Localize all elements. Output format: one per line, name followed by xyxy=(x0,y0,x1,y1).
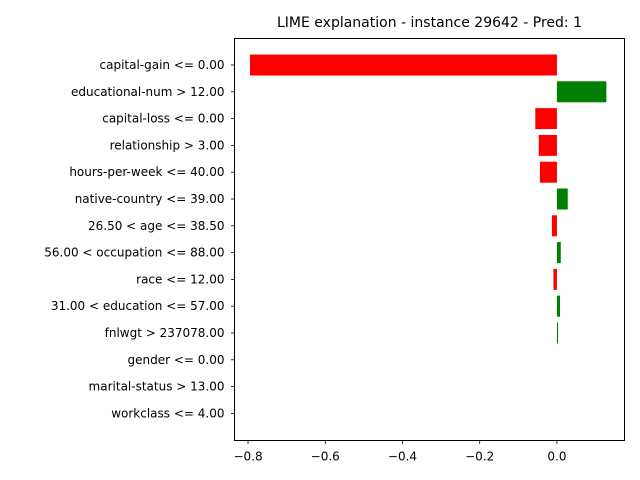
bar xyxy=(249,54,557,76)
y-tick-label: 31.00 < education <= 57.00 xyxy=(51,299,225,313)
y-tick-label: native-country <= 39.00 xyxy=(75,192,225,206)
y-tick-label: fnlwgt > 237078.00 xyxy=(105,326,225,340)
y-tick-label: educational-num > 12.00 xyxy=(71,85,225,99)
bar xyxy=(556,295,561,317)
x-tick-label: −0.2 xyxy=(465,450,494,464)
bar xyxy=(539,161,557,183)
x-tick-label: −0.8 xyxy=(233,450,262,464)
bar xyxy=(535,108,557,130)
x-ticks: −0.8 −0.6 −0.4 −0.2 0.0 xyxy=(233,440,566,464)
y-tick-label: marital-status > 13.00 xyxy=(89,380,225,394)
y-tick-labels: capital-gain <= 0.00 educational-num > 12… xyxy=(44,58,235,420)
y-tick-label: capital-loss <= 0.00 xyxy=(102,112,224,126)
y-tick-label: gender <= 0.00 xyxy=(128,353,225,367)
y-tick-label: 26.50 < age <= 38.50 xyxy=(88,219,224,233)
plot-frame xyxy=(234,38,625,441)
x-tick-label: −0.6 xyxy=(311,450,340,464)
y-tick-label: hours-per-week <= 40.00 xyxy=(69,165,224,179)
y-tick-label: capital-gain <= 0.00 xyxy=(100,58,225,72)
bar xyxy=(538,134,557,156)
bar xyxy=(556,242,561,264)
bar xyxy=(556,188,568,210)
bar xyxy=(551,215,557,237)
bar xyxy=(556,81,607,103)
y-tick-label: 56.00 < occupation <= 88.00 xyxy=(44,246,224,260)
y-tick-label: race <= 12.00 xyxy=(136,272,224,286)
y-tick-label: relationship > 3.00 xyxy=(110,138,225,152)
x-tick-label: 0.0 xyxy=(547,450,566,464)
x-tick-label: −0.4 xyxy=(388,450,417,464)
bar xyxy=(553,268,557,290)
bar xyxy=(556,322,559,344)
bars-group xyxy=(249,54,607,344)
y-tick-label: workclass <= 4.00 xyxy=(111,406,224,420)
chart-title: LIME explanation - instance 29642 - Pred… xyxy=(277,15,582,31)
